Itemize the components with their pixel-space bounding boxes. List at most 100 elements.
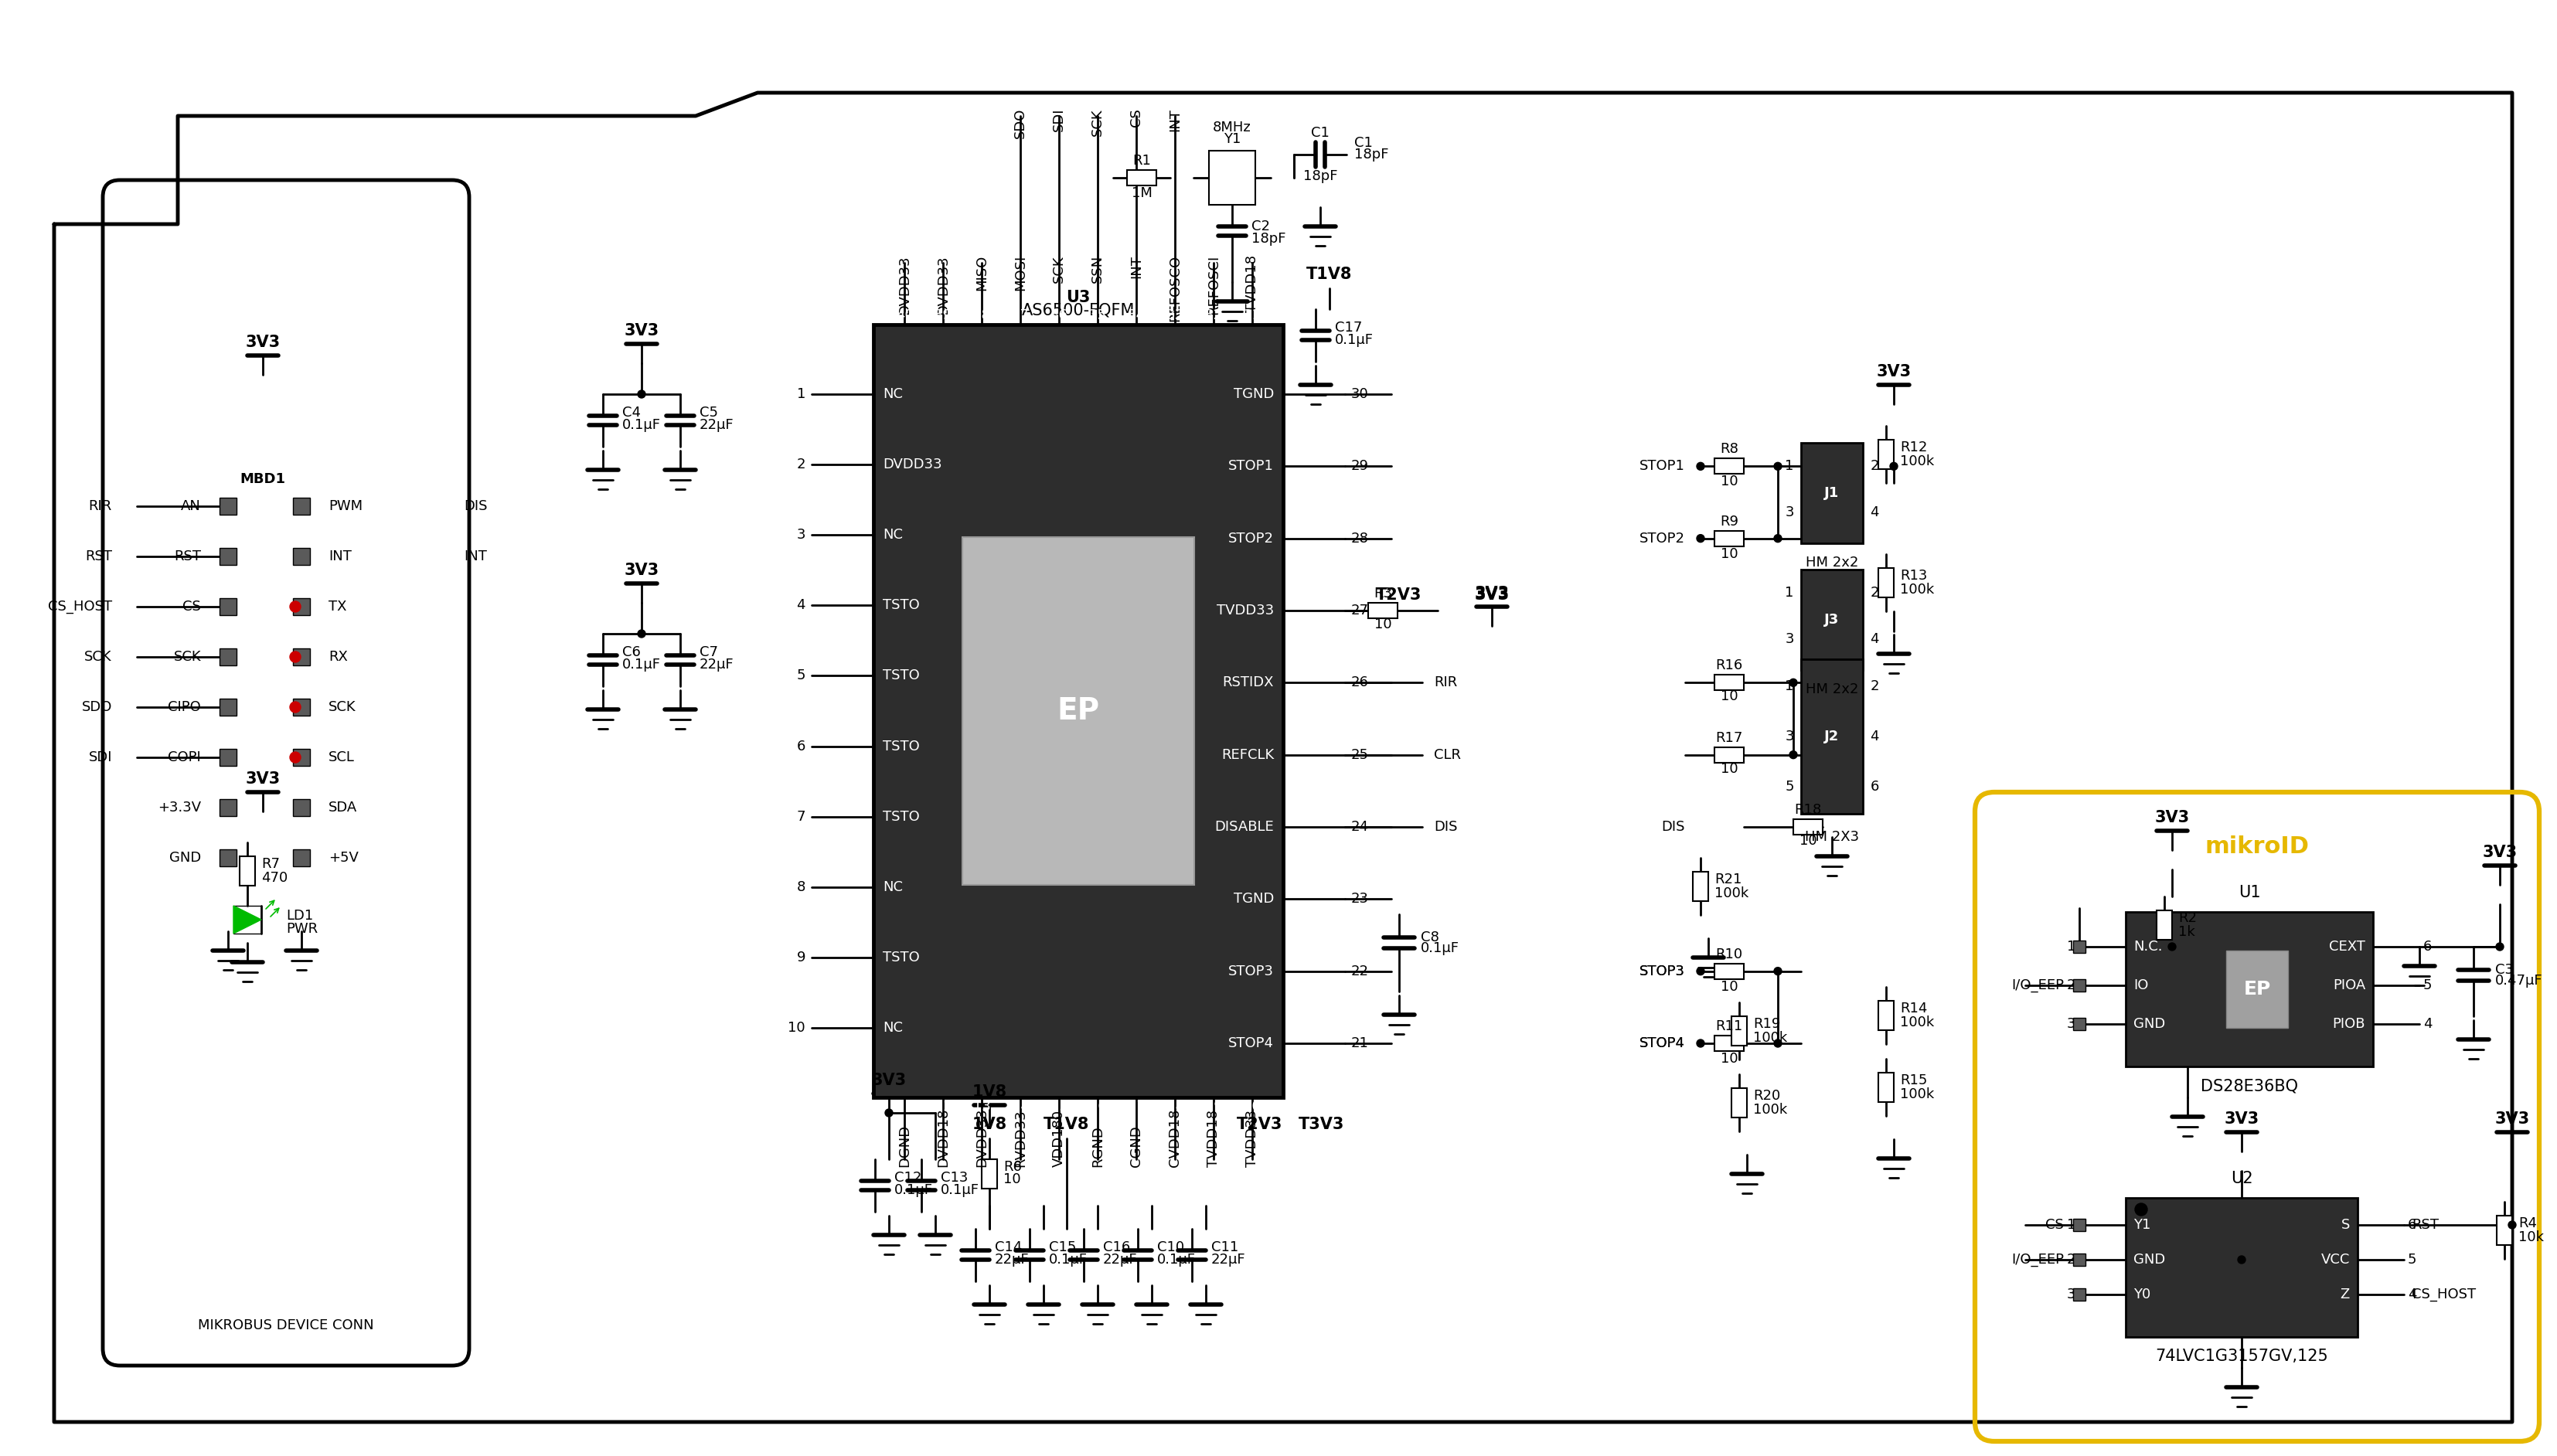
Text: 21: 21 [1350,1037,1368,1050]
Text: 3: 3 [798,529,805,542]
Text: 28: 28 [1350,531,1368,546]
Circle shape [1790,678,1798,687]
Text: TSTO: TSTO [882,810,921,824]
Text: TVDD33: TVDD33 [1245,1109,1258,1166]
Text: 10: 10 [1721,761,1739,776]
Text: CS_HOST: CS_HOST [2411,1287,2475,1302]
Text: ←: ← [291,601,299,612]
Text: IO: IO [2133,978,2148,993]
Text: 3V3: 3V3 [1877,364,1910,380]
Text: 7: 7 [798,810,805,824]
Text: DVDD33: DVDD33 [898,255,910,314]
Text: 0.1µF: 0.1µF [1335,333,1373,347]
Text: 27: 27 [1350,604,1368,617]
Text: C14: C14 [995,1241,1023,1254]
Text: R18: R18 [1795,802,1821,817]
Text: 22µF: 22µF [701,418,734,432]
Text: 3: 3 [1785,729,1795,744]
Text: 4: 4 [2424,1018,2432,1031]
Circle shape [289,702,302,712]
Text: 4: 4 [1869,632,1879,646]
Bar [220,547,238,565]
Text: R19: R19 [1754,1016,1780,1031]
Text: 6: 6 [2424,939,2432,954]
Text: 10: 10 [1721,690,1739,703]
Text: →: → [291,751,299,763]
Text: 11: 11 [895,1099,913,1114]
Text: AS6500-FQFM: AS6500-FQFM [1023,303,1135,319]
Text: 3V3: 3V3 [2225,1111,2258,1127]
Text: 6: 6 [798,740,805,753]
Bar [1693,872,1708,901]
Text: TGND: TGND [1232,387,1273,400]
Text: STOP4: STOP4 [1639,1037,1685,1050]
Text: CS: CS [182,600,202,613]
Text: HM 2x2: HM 2x2 [1805,683,1859,696]
Bar [874,325,1284,1098]
Text: RST: RST [2411,1219,2439,1232]
Text: 0.1µF: 0.1µF [621,418,660,432]
Bar [2156,910,2171,939]
Text: C5: C5 [701,406,719,419]
Text: GND: GND [169,850,202,865]
Text: HM 2X3: HM 2X3 [1805,830,1859,844]
Text: 26: 26 [1350,676,1368,690]
Text: 32: 32 [1204,309,1222,322]
Bar [2496,1216,2511,1245]
Text: DS28E36BQ: DS28E36BQ [2202,1077,2299,1093]
Text: 4: 4 [798,598,805,613]
Text: 100k: 100k [1900,1015,1933,1029]
Text: 5: 5 [1785,780,1795,794]
Text: R10: R10 [1716,948,1744,961]
Text: 8: 8 [798,879,805,894]
Text: PWM: PWM [327,499,363,513]
Text: R9: R9 [1721,514,1739,529]
Bar [220,648,238,665]
Text: J3: J3 [1826,613,1838,626]
Circle shape [1775,463,1782,470]
Text: RIR: RIR [89,499,113,513]
Text: 22: 22 [1350,964,1368,978]
Circle shape [1698,534,1706,542]
Text: C16: C16 [1102,1241,1130,1254]
Text: TSTO: TSTO [882,951,921,964]
Bar [1713,1035,1744,1051]
Text: AN: AN [182,499,202,513]
Text: SCK: SCK [327,700,355,713]
Text: STOP2: STOP2 [1639,531,1685,546]
Text: 0.47µF: 0.47µF [2496,974,2542,987]
Text: R4: R4 [2519,1216,2537,1230]
Text: 30: 30 [1350,387,1368,400]
Bar [1713,676,1744,690]
Text: 3: 3 [1785,505,1795,520]
Text: 74LVC1G3157GV,125: 74LVC1G3157GV,125 [2156,1348,2327,1364]
Text: 29: 29 [1350,459,1368,473]
Text: INT: INT [1169,108,1181,131]
Text: 10: 10 [1721,980,1739,993]
Text: 23: 23 [1350,893,1368,906]
Text: STOP1: STOP1 [1227,459,1273,473]
Text: MBD1: MBD1 [240,472,286,486]
Text: 12: 12 [933,1099,951,1114]
Text: Y1: Y1 [1222,132,1240,146]
Circle shape [637,390,644,397]
Text: 5: 5 [2409,1252,2416,1267]
Text: mikroID: mikroID [2204,836,2309,858]
Bar [2074,1219,2087,1232]
Text: R20: R20 [1754,1089,1780,1102]
Bar [2074,1018,2087,1031]
Text: C1: C1 [1312,127,1330,140]
Text: C4: C4 [621,406,642,419]
Text: N.C.: N.C. [2133,939,2163,954]
Text: T2V3: T2V3 [1376,587,1422,603]
Text: 1V8: 1V8 [972,1117,1007,1133]
Text: 18: 18 [1166,1099,1184,1114]
Text: U2: U2 [2230,1171,2253,1187]
Bar [220,748,238,766]
Text: 1k: 1k [2179,925,2194,939]
Text: 6: 6 [2409,1219,2416,1232]
Circle shape [1698,967,1706,976]
Polygon shape [233,906,261,933]
Text: R12: R12 [1900,441,1928,454]
Bar [1128,170,1156,185]
